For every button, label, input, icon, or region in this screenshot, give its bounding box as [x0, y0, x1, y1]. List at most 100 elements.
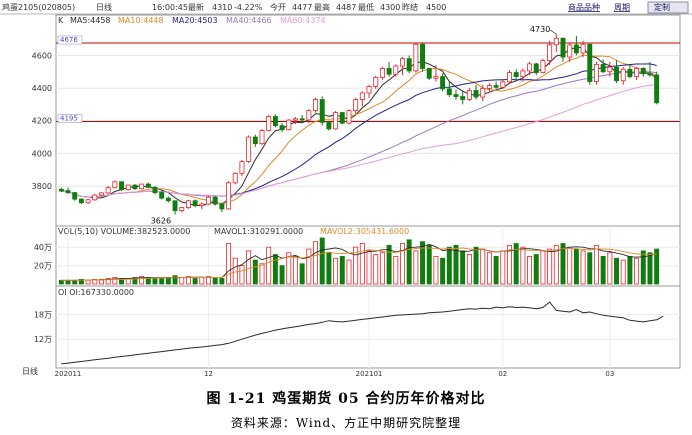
toolbar-buttons: 商品品种 周期 定制	[568, 1, 689, 14]
volume-bar	[199, 277, 205, 285]
figure-caption: 图 1-21 鸡蛋期货 05 合约历年价格对比	[206, 391, 486, 407]
candle-body	[239, 161, 245, 174]
open-value: 4477	[292, 3, 312, 12]
volume-bar	[614, 257, 619, 285]
volume-bar	[433, 255, 439, 285]
volume-bar	[72, 279, 78, 285]
candle-body	[333, 112, 339, 130]
vol-legend: VOL(5,10) VOLUME:382523.0000 MAVOL1:3102…	[58, 227, 409, 236]
candle-body	[614, 66, 619, 82]
volume-bar	[533, 254, 539, 285]
period-button[interactable]: 周期	[614, 3, 630, 12]
volume-bar	[453, 244, 459, 285]
volume-bar	[413, 250, 419, 285]
candle-body	[72, 192, 78, 200]
volume-bar	[246, 250, 252, 285]
candle-body	[379, 68, 385, 78]
volume-bar	[179, 277, 185, 285]
candle-body	[640, 68, 646, 75]
volume-bar	[299, 263, 305, 285]
ma10-line	[61, 54, 657, 205]
custom-button[interactable]: 定制	[654, 2, 670, 12]
volume-bar	[593, 244, 599, 285]
candle-body	[92, 194, 98, 201]
volume-bar	[580, 250, 586, 285]
candle-body	[473, 90, 479, 98]
volume-bar	[58, 279, 64, 285]
candle-body	[212, 196, 218, 205]
volume-bar	[507, 244, 512, 285]
ma5-line	[61, 46, 658, 207]
volume-bar	[232, 257, 238, 285]
custom-button-bg[interactable]	[647, 1, 689, 14]
volume-bar	[473, 246, 479, 285]
volume-bar	[620, 259, 626, 285]
volume-bar	[206, 276, 211, 285]
candle-body	[252, 136, 258, 144]
candle-body	[259, 130, 265, 145]
volume-bar	[540, 250, 546, 285]
volume-layer	[58, 237, 660, 285]
volume-bar	[460, 250, 466, 285]
oi-tick-label: 12万	[34, 335, 52, 344]
low-label: 最低	[358, 2, 374, 12]
volume-bar	[226, 243, 232, 285]
candles-layer	[58, 34, 660, 215]
volume-bar	[547, 248, 553, 285]
volume-bar	[239, 265, 245, 285]
candle-body	[159, 192, 165, 199]
volume-bar	[306, 248, 312, 285]
volume-bar	[420, 241, 426, 285]
volume-bar	[486, 252, 492, 285]
volume-bar	[185, 276, 191, 285]
volume-bar	[553, 244, 559, 285]
x-tick-label: 202101	[356, 370, 383, 378]
candle-body	[339, 112, 345, 124]
volume-bar	[333, 257, 339, 285]
mavol1-legend: MAVOL1:310291.0000	[214, 227, 303, 236]
symbol-label: 鸡蛋2105(020805)	[2, 2, 75, 12]
volume-tick-label: 20万	[34, 262, 52, 271]
reference-label-box	[57, 35, 83, 45]
candle-body	[125, 184, 131, 191]
volume-bar	[105, 278, 111, 285]
volume-tick-label: 40万	[34, 243, 52, 252]
candle-body	[547, 44, 553, 62]
candle-body	[179, 207, 185, 211]
volume-bar	[493, 255, 499, 285]
candle-body	[567, 44, 573, 58]
x-tick-label: 03	[605, 370, 614, 378]
candle-body	[493, 85, 499, 88]
candle-body	[634, 68, 640, 78]
chart-variety-button[interactable]: 商品品种	[568, 2, 600, 12]
candle-body	[426, 68, 432, 79]
volume-bar	[627, 255, 633, 285]
volume-bar	[440, 257, 446, 285]
volume-bar	[353, 246, 359, 285]
candle-body	[600, 63, 606, 73]
candle-body	[105, 187, 111, 194]
candle-body	[306, 110, 312, 121]
candle-body	[65, 190, 71, 193]
ma20-legend: MA20:4503	[172, 16, 218, 25]
candle-body	[560, 37, 566, 58]
volume-bar	[647, 252, 653, 285]
candle-body	[393, 65, 399, 75]
candle-body	[319, 99, 325, 123]
candle-body	[540, 60, 546, 73]
candle-body	[313, 99, 318, 112]
candle-body	[520, 70, 526, 78]
vol-legend-text: VOL(5,10) VOLUME:382523.0000	[58, 227, 190, 236]
candle-body	[500, 81, 506, 88]
candle-body	[573, 44, 579, 54]
volume-bar	[132, 277, 138, 285]
candle-body	[513, 72, 519, 78]
mavol2-line	[61, 247, 657, 281]
oi-legend: OI OI:167330.0000	[58, 288, 134, 297]
x-axis-title: 日线	[22, 366, 38, 376]
volume-bar	[152, 278, 158, 285]
period-label: 日线	[96, 2, 112, 12]
volume-bar	[112, 277, 118, 285]
oi-panel-frame	[55, 285, 681, 369]
futures-chart: 鸡蛋2105(020805) 日线 16:00:45 最新 4310 -4.22…	[0, 0, 692, 380]
